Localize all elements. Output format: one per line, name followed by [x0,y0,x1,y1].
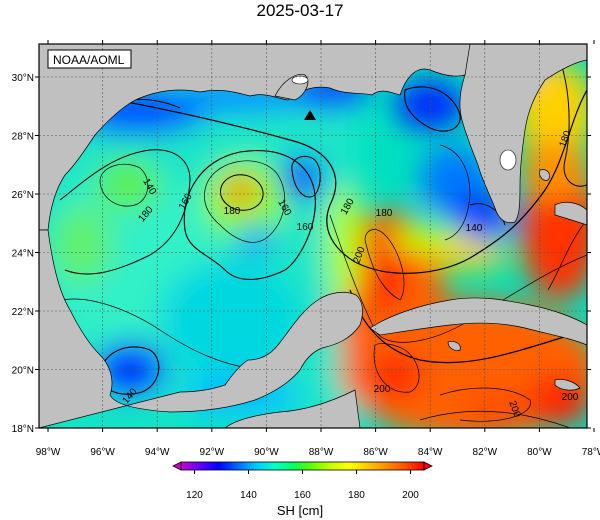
latitude-label: 20°N [12,366,34,377]
source-label: NOAA/AOML [53,53,125,67]
longitude-label: 92°W [200,447,225,458]
colorbar-tick-label: 200 [402,490,419,501]
longitude-label: 98°W [36,447,61,458]
longitude-label: 88°W [309,447,334,458]
latitude-label: 28°N [12,132,34,143]
contour-label: 160 [297,222,314,233]
longitude-axis: 98°W 96°W 94°W 92°W 90°W 88°W 86°W 84°W 82°W 80°W… [36,40,600,458]
contour-label: 200 [562,392,579,403]
colorbar-body [180,461,425,471]
longitude-label: 96°W [90,447,115,458]
land-masses [39,44,587,428]
longitude-label: 80°W [527,447,552,458]
colorbar-min-arrow [172,461,182,471]
latitude-label: 24°N [12,249,34,260]
contour-label: 180 [224,206,241,217]
graticule [39,44,587,428]
longitude-label: 84°W [418,447,443,458]
colorbar-tick-label: 120 [186,490,203,501]
contour-label: 200 [374,384,391,395]
latitude-axis: 30°N 28°N 26°N 24°N 22°N 20°N 18°N [12,73,591,435]
contour-lines [59,59,587,428]
latitude-label: 18°N [12,424,34,435]
colorbar-title: SH [cm] [277,503,323,518]
map-frame [38,43,588,429]
colorbar-max-arrow [423,461,433,471]
latitude-label: 22°N [12,307,34,318]
colorbar-tick-label: 180 [348,490,365,501]
source-label-box: NOAA/AOML [47,49,132,69]
colorbar-ticks: 120 140 160 180 200 [186,470,419,501]
longitude-label: 78°W [582,447,600,458]
longitude-label: 86°W [363,447,388,458]
inland-lakes [291,75,517,171]
contour-label: 180 [376,208,393,219]
longitude-label: 94°W [145,447,170,458]
map-title: 2025-03-17 [256,1,344,20]
location-marker-triangle-icon [304,110,316,120]
contour-label: 140 [466,223,483,234]
colorbar-tick-label: 140 [240,490,257,501]
colorbar-tick-label: 160 [294,490,311,501]
latitude-label: 30°N [12,73,34,84]
colorbar: 120 140 160 180 200 SH [cm] [172,461,433,518]
longitude-label: 82°W [473,447,498,458]
longitude-label: 90°W [254,447,279,458]
latitude-label: 26°N [12,190,34,201]
